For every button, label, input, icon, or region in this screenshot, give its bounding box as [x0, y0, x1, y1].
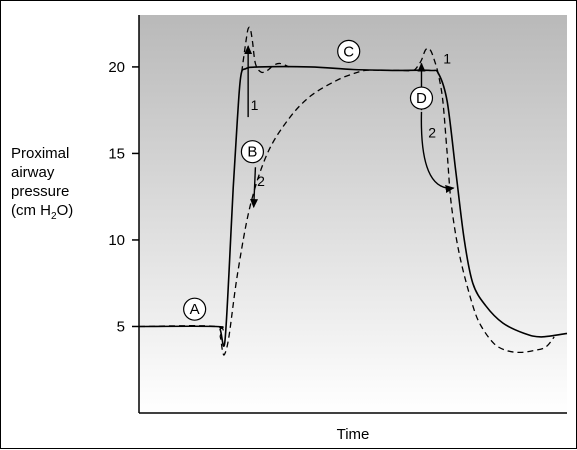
series-layer	[138, 26, 568, 356]
x-axis-label: Time	[337, 426, 370, 443]
arrows-layer	[244, 45, 455, 209]
y-axis-label-line-2: airway	[11, 164, 55, 181]
arrow-label-0: 1	[251, 97, 259, 113]
annotation-circle-A	[183, 297, 207, 321]
y-axis-label-line-3: pressure	[11, 183, 69, 200]
annotation-label-C: C	[343, 43, 354, 60]
y-tick-label-5: 5	[117, 318, 125, 335]
annotation-circle-D	[409, 86, 434, 110]
y-axis-label-line-1: Proximal	[11, 145, 69, 162]
arrow-1	[250, 167, 259, 209]
plot-area	[139, 15, 567, 413]
annotation-label-B: B	[247, 144, 257, 161]
annotation-label-A: A	[190, 301, 200, 318]
annotation-circle-C	[337, 39, 361, 63]
annotations-layer: A B C D 1 2 1 2	[183, 39, 451, 321]
arrow-label-3: 2	[428, 125, 436, 141]
y-tick-label-15: 15	[108, 145, 125, 162]
y-ticks: 5 10 15 20	[108, 59, 139, 335]
arrow-label-2: 1	[443, 50, 451, 66]
y-tick-label-20: 20	[108, 59, 125, 76]
arrow-3	[420, 111, 455, 193]
arrow-label-1: 2	[257, 173, 265, 189]
series-dashed-1	[138, 47, 555, 356]
annotation-circle-B	[240, 140, 265, 164]
series-dashed-2	[241, 26, 290, 74]
annotation-label-D: D	[416, 90, 427, 107]
y-axis-label-unit: (cm H2O)	[11, 202, 73, 222]
y-tick-label-10: 10	[108, 232, 125, 249]
